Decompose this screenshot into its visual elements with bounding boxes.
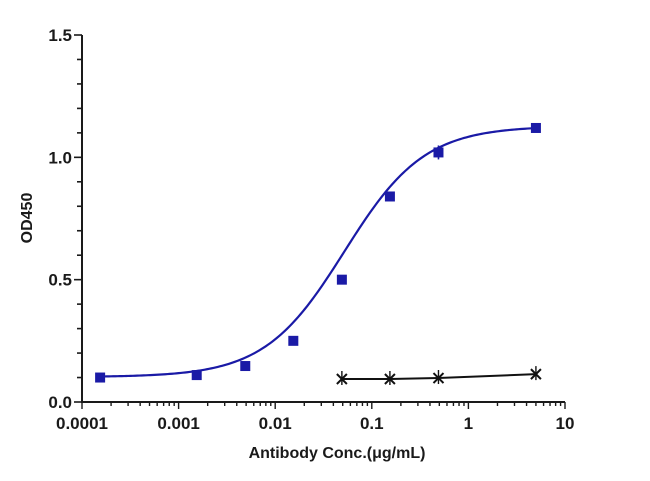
x-tick-label: 0.0001	[56, 414, 108, 433]
x-tick-label: 0.1	[360, 414, 384, 433]
antibody-data-point	[240, 361, 251, 372]
antibody-data-point	[95, 372, 106, 383]
x-tick-label: 0.01	[259, 414, 292, 433]
antibody-data-point	[384, 191, 395, 202]
y-axis: 0.0 0.5 1.0 1.5	[48, 26, 83, 412]
y-tick-label: 1.0	[48, 148, 72, 167]
antibody-data-point	[191, 370, 202, 381]
x-axis-title: Antibody Conc.(μg/mL)	[249, 445, 426, 462]
antibody-data-point	[530, 122, 541, 133]
antibody-fit-curve	[100, 126, 536, 378]
control-data-point	[432, 370, 445, 385]
x-axis: 0.0001 0.001 0.01 0.1 1 10	[56, 401, 575, 433]
antibody-data-point	[336, 274, 347, 285]
x-tick-label: 1	[464, 414, 473, 433]
control-data-point	[384, 371, 396, 386]
y-axis-title: OD450	[19, 193, 36, 244]
control-data-point	[336, 371, 348, 386]
antibody-data-point	[288, 335, 299, 346]
y-tick-label: 1.5	[48, 26, 72, 45]
control-data-point	[530, 366, 542, 381]
x-tick-label: 0.001	[157, 414, 200, 433]
y-tick-label: 0.0	[48, 393, 72, 412]
series-layer	[95, 122, 542, 386]
control-line	[341, 373, 536, 380]
x-tick-label: 10	[556, 414, 575, 433]
y-tick-label: 0.5	[48, 271, 72, 290]
